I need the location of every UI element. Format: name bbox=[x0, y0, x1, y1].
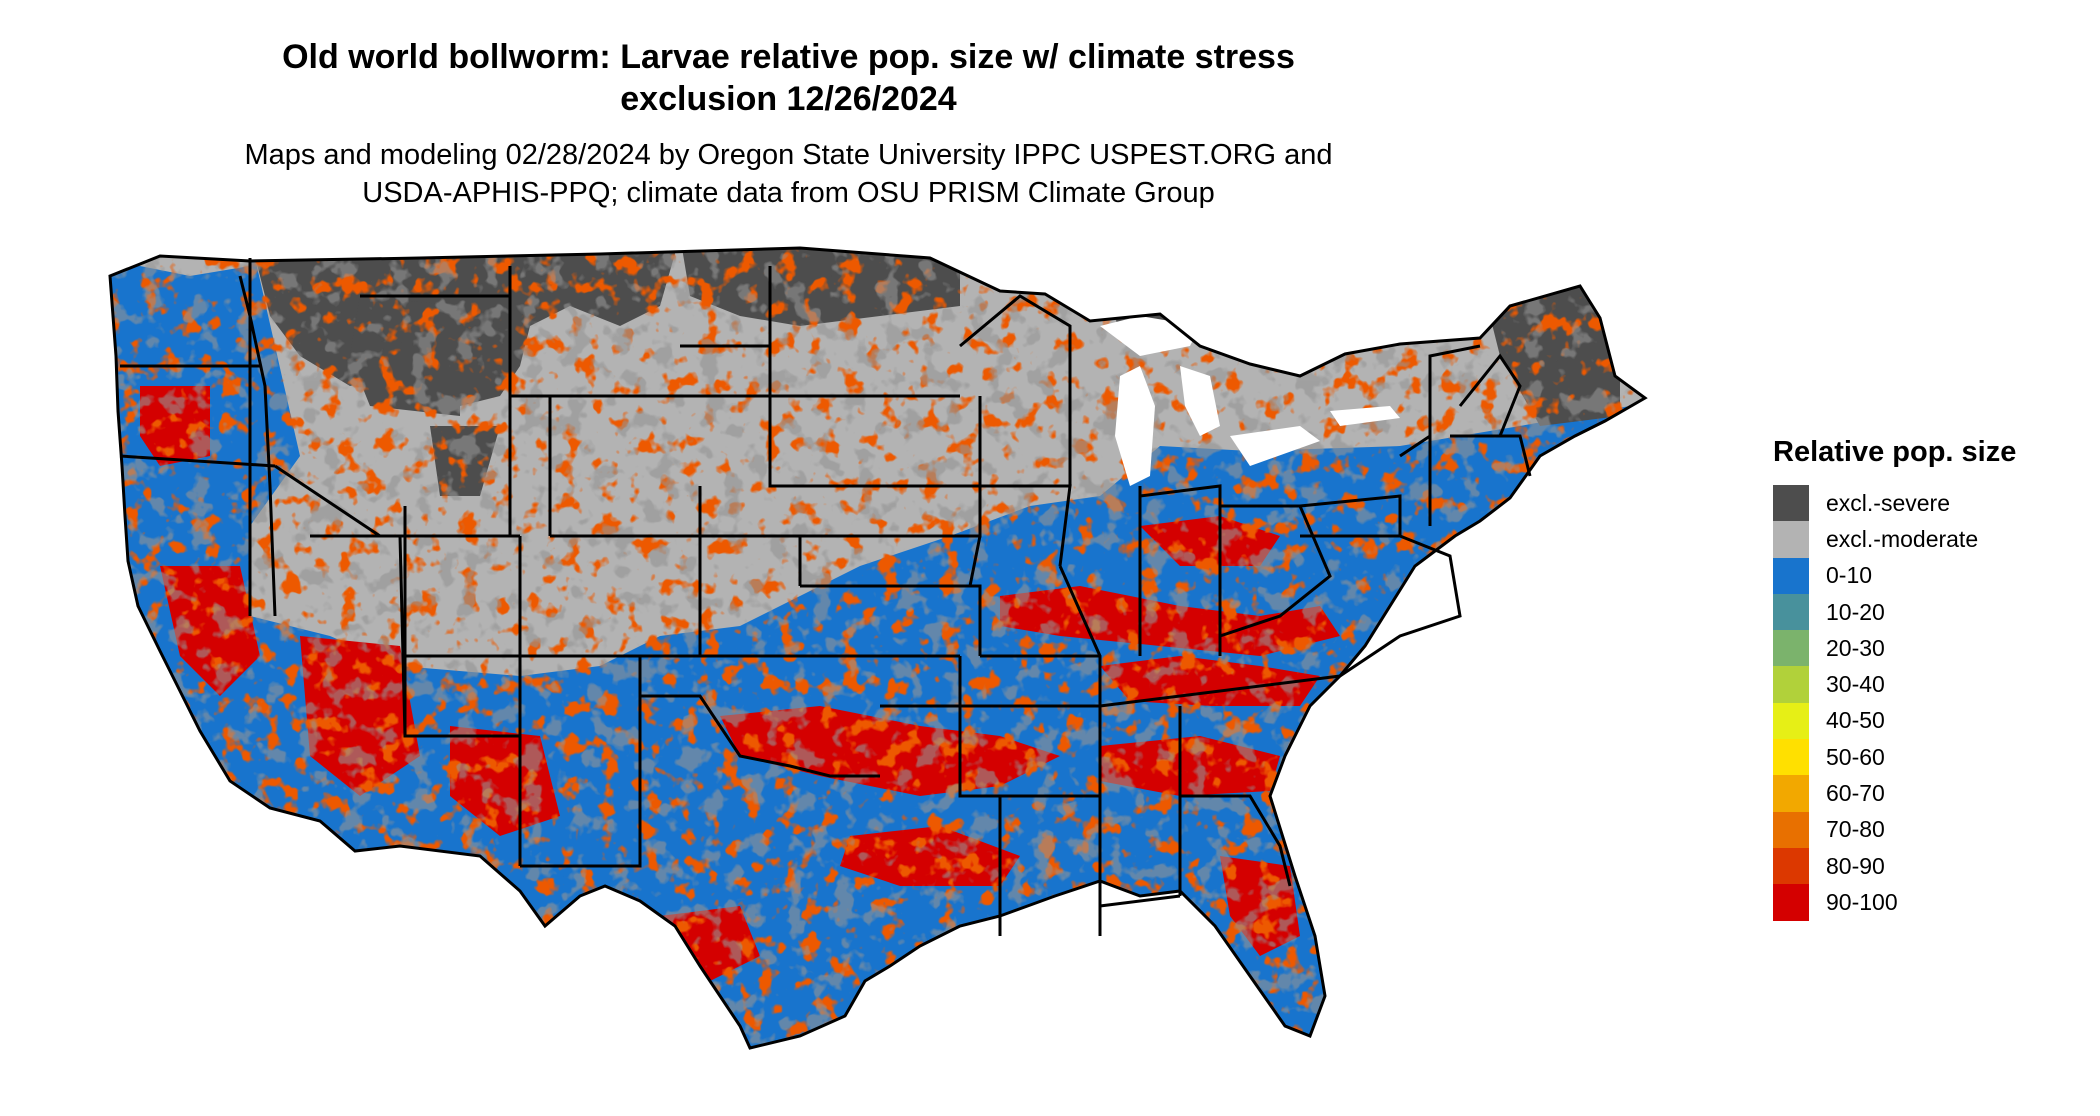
us-map bbox=[108, 246, 1647, 1050]
legend-item: 70-80 bbox=[1773, 811, 2016, 848]
legend-swatch bbox=[1773, 739, 1809, 776]
legend-item: 80-90 bbox=[1773, 847, 2016, 885]
legend-label: 50-60 bbox=[1826, 743, 1885, 770]
map-subtitle: Maps and modeling 02/28/2024 by Oregon S… bbox=[0, 136, 1577, 212]
legend-label: 70-80 bbox=[1826, 816, 1885, 843]
legend-item: 50-60 bbox=[1773, 739, 2016, 776]
legend-label: 20-30 bbox=[1826, 634, 1885, 661]
legend-label: excl.-severe bbox=[1826, 489, 1950, 516]
map-raster bbox=[110, 248, 1645, 1048]
legend-swatch bbox=[1773, 847, 1809, 885]
legend-item: excl.-moderate bbox=[1773, 521, 2016, 558]
legend: Relative pop. size excl.-severe excl.-mod… bbox=[1773, 436, 2016, 921]
legend-label: excl.-moderate bbox=[1826, 525, 1979, 552]
map-title: Old world bollworm: Larvae relative pop.… bbox=[0, 36, 1577, 120]
legend-label: 80-90 bbox=[1826, 852, 1885, 879]
legend-swatch bbox=[1773, 593, 1809, 631]
state-boundaries bbox=[108, 246, 1647, 1050]
legend-title: Relative pop. size bbox=[1773, 436, 2017, 468]
legend-swatch bbox=[1773, 521, 1809, 558]
legend-swatch bbox=[1773, 775, 1809, 812]
legend-swatch bbox=[1773, 884, 1809, 921]
title-line-2: exclusion 12/26/2024 bbox=[620, 80, 957, 118]
legend-swatch bbox=[1773, 485, 1809, 522]
legend-swatch bbox=[1773, 702, 1809, 740]
legend-item: 40-50 bbox=[1773, 702, 2016, 740]
legend-item: 60-70 bbox=[1773, 775, 2016, 812]
legend-swatch bbox=[1773, 666, 1809, 703]
legend-label: 30-40 bbox=[1826, 671, 1885, 698]
legend-swatch bbox=[1773, 557, 1809, 594]
legend-label: 90-100 bbox=[1826, 888, 1898, 915]
title-line-1: Old world bollworm: Larvae relative pop.… bbox=[282, 38, 1295, 76]
legend-label: 10-20 bbox=[1826, 598, 1885, 625]
legend-item: excl.-severe bbox=[1773, 485, 2016, 522]
legend-item: 10-20 bbox=[1773, 593, 2016, 631]
legend-item: 20-30 bbox=[1773, 630, 2016, 667]
legend-label: 0-10 bbox=[1826, 562, 1873, 589]
legend-item: 30-40 bbox=[1773, 666, 2016, 703]
subtitle-line-2: USDA-APHIS-PPQ; climate data from OSU PR… bbox=[362, 177, 1215, 209]
subtitle-line-1: Maps and modeling 02/28/2024 by Oregon S… bbox=[244, 139, 1333, 171]
legend-label: 40-50 bbox=[1826, 707, 1885, 734]
legend-item: 0-10 bbox=[1773, 557, 2016, 594]
legend-items: excl.-severe excl.-moderate 0-10 10-20 20-30… bbox=[1773, 485, 2016, 921]
legend-swatch bbox=[1773, 811, 1809, 848]
legend-label: 60-70 bbox=[1826, 780, 1885, 807]
legend-swatch bbox=[1773, 630, 1809, 667]
legend-item: 90-100 bbox=[1773, 884, 2016, 921]
